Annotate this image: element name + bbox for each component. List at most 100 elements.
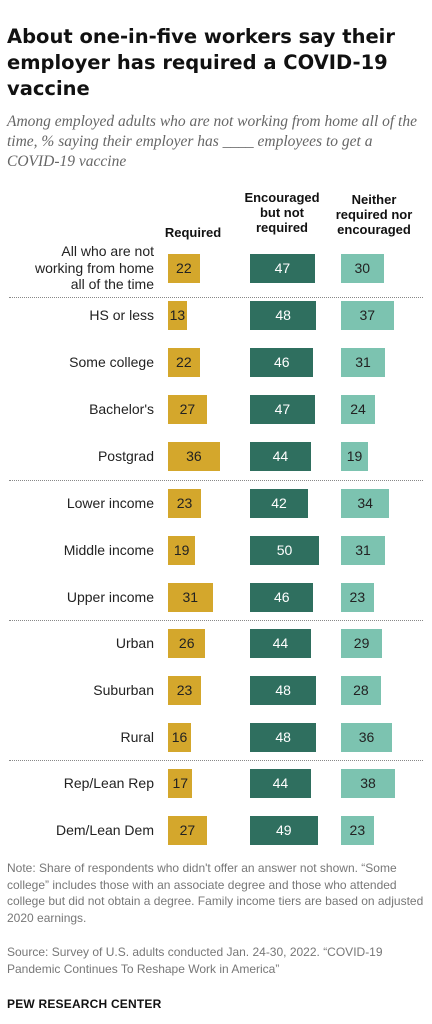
bar-label-required: 13 [169, 306, 186, 323]
bar-required [168, 535, 196, 565]
bar-encouraged [250, 628, 311, 658]
bar-label-encouraged: 44 [272, 634, 289, 651]
bar-label-encouraged: 48 [275, 728, 291, 745]
bar-label-neither: 30 [354, 259, 371, 276]
category-label-line: Dem/Lean Dem [55, 821, 154, 838]
category-label: Upper income [67, 589, 154, 606]
category-label: Bachelor's [89, 401, 154, 418]
bar-encouraged [250, 722, 317, 752]
bar-neither [341, 488, 390, 518]
category-label: Dem/Lean Dem [56, 822, 154, 839]
bar-neither [341, 535, 386, 565]
bar-required [168, 628, 206, 658]
bar-encouraged [250, 768, 311, 798]
bar-encouraged [250, 441, 311, 471]
bar-label-neither: 29 [353, 634, 370, 651]
bar-neither [341, 675, 381, 705]
category-label: Rep/Lean Rep [64, 775, 154, 792]
bar-label-neither: 38 [360, 774, 376, 791]
bar-label-neither: 36 [358, 728, 375, 745]
category-label-line: Rural [120, 728, 154, 745]
bar-label-neither: 19 [346, 447, 363, 464]
category-label-line: All who are not [61, 243, 154, 260]
bar-label-required: 27 [179, 821, 196, 838]
bar-required [168, 300, 187, 330]
bar-encouraged [250, 815, 318, 845]
bar-required [168, 768, 193, 798]
header-neither-line3: encouraged [337, 222, 411, 237]
chart-subtitle: Among employed adults who are not workin… [7, 113, 417, 170]
bar-label-encouraged: 46 [273, 353, 290, 370]
header-encouraged-line2: but not [259, 205, 305, 220]
chart-note: Note: Share of respondents who didn't of… [7, 861, 424, 925]
bar-encouraged [250, 347, 314, 377]
category-label-line: Lower income [66, 494, 154, 511]
bar-label-required: 36 [186, 447, 202, 464]
bar-encouraged [250, 582, 314, 612]
bar-neither [341, 768, 395, 798]
category-label-line: HS or less [89, 306, 154, 323]
bar-label-neither: 23 [349, 821, 366, 838]
bar-neither [341, 253, 384, 283]
category-label: Lower income [67, 495, 154, 512]
bar-label-required: 23 [176, 681, 193, 698]
bar-neither [341, 722, 393, 752]
header-encouraged-line1: Encouraged [244, 190, 320, 205]
category-label-line: all of the time [70, 276, 154, 293]
bar-encouraged [250, 488, 308, 518]
bar-required [168, 815, 207, 845]
category-label: All who are not working from home all of t… [35, 243, 154, 293]
bar-neither [341, 582, 374, 612]
bar-encouraged [250, 253, 315, 283]
bar-required [168, 675, 202, 705]
bar-label-encouraged: 44 [272, 447, 289, 464]
group-separator [9, 296, 423, 298]
group-separator [9, 760, 423, 761]
category-label-line: working from home [34, 259, 154, 276]
category-label: Some college [69, 354, 154, 371]
bar-label-neither: 23 [349, 588, 366, 605]
group-separator [9, 479, 423, 481]
bar-label-required: 31 [182, 588, 199, 605]
category-label: HS or less [89, 307, 154, 324]
bar-label-encouraged: 46 [273, 588, 290, 605]
category-label: Urban [116, 635, 154, 652]
bar-label-required: 16 [171, 728, 188, 745]
group-separator [9, 620, 423, 621]
bar-label-encouraged: 44 [272, 774, 289, 791]
bar-label-neither: 34 [357, 494, 373, 511]
bar-neither [341, 394, 376, 424]
category-label: Rural [121, 729, 154, 746]
category-label-line: Rep/Lean Rep [63, 774, 154, 791]
bar-label-required: 23 [176, 494, 193, 511]
header-neither: Neither required nor encouraged [318, 192, 430, 237]
bar-label-required: 22 [176, 259, 192, 276]
bar-label-neither: 28 [353, 681, 369, 698]
chart-title: About one-in-five workers say their empl… [7, 25, 395, 100]
bar-label-encouraged: 48 [275, 681, 291, 698]
bar-neither [341, 347, 386, 377]
category-label-line: Postgrad [97, 447, 154, 464]
bar-neither [341, 628, 383, 658]
bar-label-encouraged: 48 [275, 306, 291, 323]
bar-label-required: 22 [176, 353, 192, 370]
bar-encouraged [250, 394, 315, 424]
bar-required [168, 488, 202, 518]
bar-required [168, 253, 200, 283]
bar-label-neither: 31 [355, 541, 371, 558]
category-label: Suburban [93, 682, 154, 699]
category-label-line: Upper income [66, 588, 154, 605]
bar-label-encouraged: 50 [276, 541, 293, 558]
bar-required [168, 394, 207, 424]
bar-encouraged [250, 300, 317, 330]
category-label: Postgrad [98, 448, 154, 465]
bar-label-encouraged: 49 [276, 821, 292, 838]
bar-label-encouraged: 47 [274, 259, 291, 276]
category-label-line: Urban [115, 634, 154, 651]
bar-neither [341, 815, 374, 845]
bar-label-neither: 24 [350, 400, 366, 417]
bar-required [168, 441, 220, 471]
bar-label-neither: 37 [359, 306, 376, 323]
category-label-line: Some college [69, 353, 154, 370]
bar-required [168, 347, 200, 377]
